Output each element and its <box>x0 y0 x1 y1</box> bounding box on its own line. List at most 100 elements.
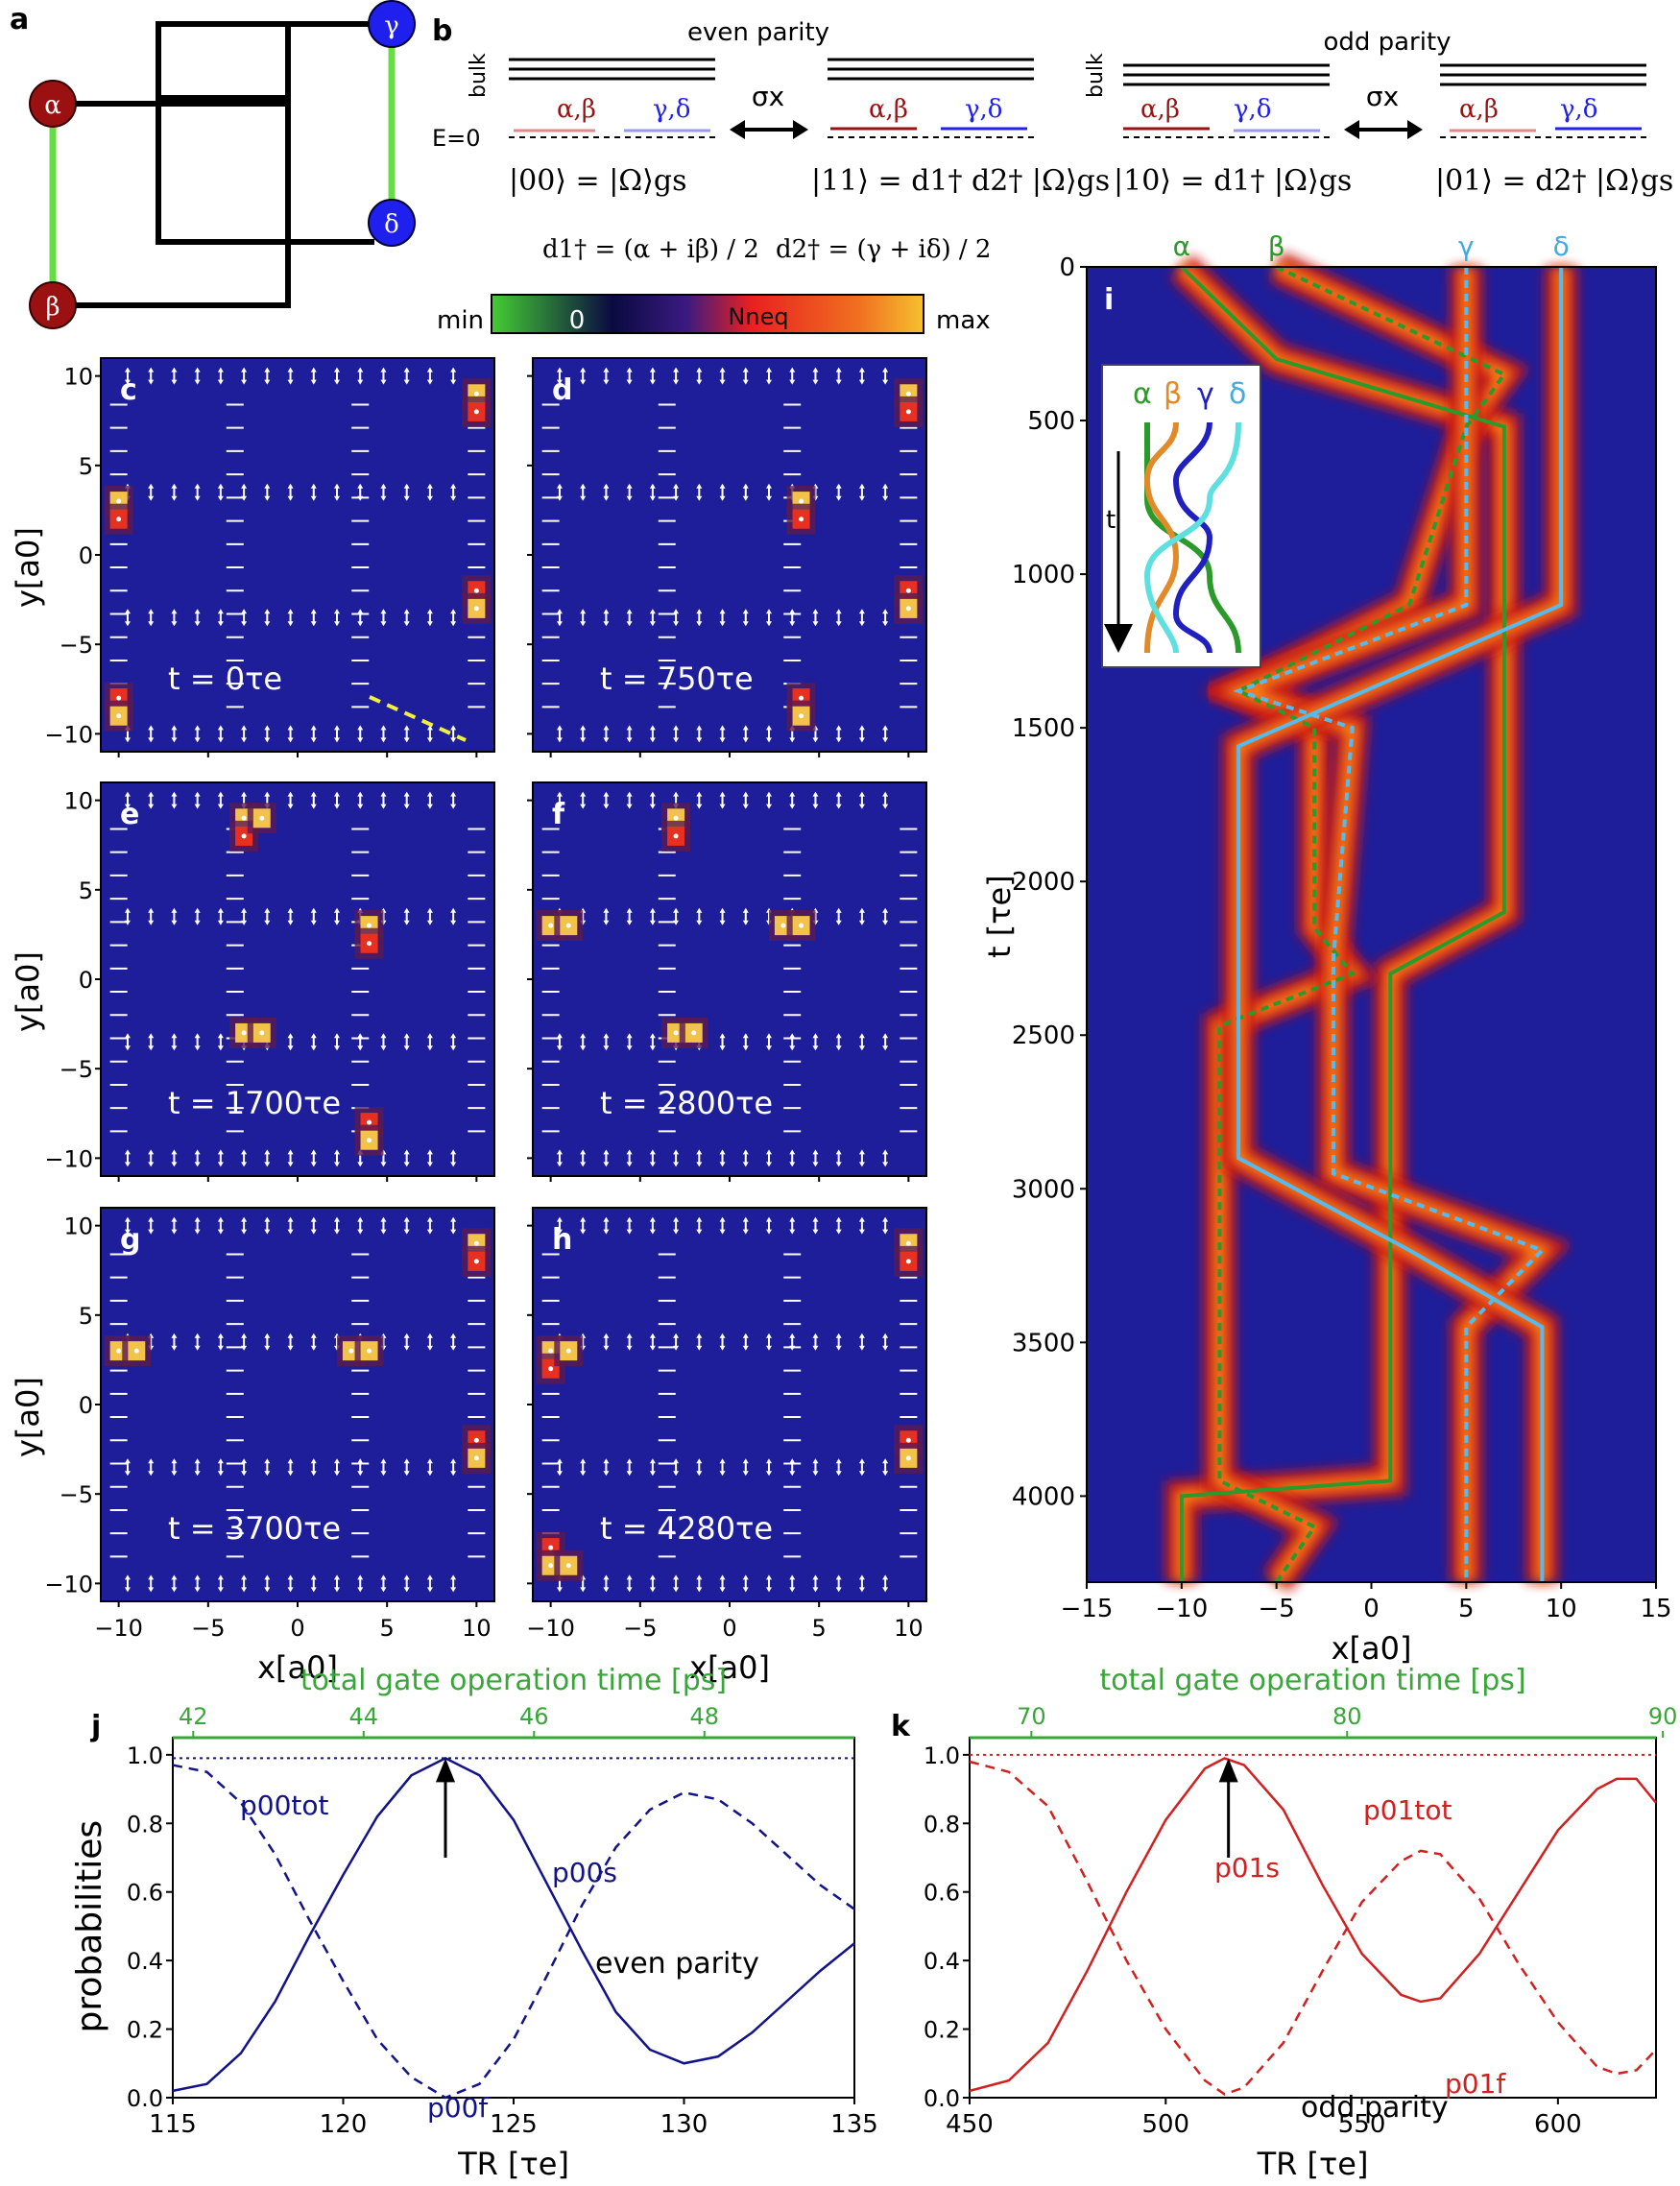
hot-dot <box>367 1348 372 1354</box>
snapshot-label-h: h <box>552 1223 572 1257</box>
vertical-arrowhead <box>812 1216 819 1235</box>
colorbar-zero: 0 <box>569 306 586 335</box>
hot-dot <box>116 695 122 701</box>
snapshot-panel-d: t = 750τe d <box>527 357 927 757</box>
vertical-arrowhead <box>556 1216 563 1235</box>
vertical-arrowhead <box>603 609 610 627</box>
snapshot-label-f: f <box>552 798 565 831</box>
vertical-arrowhead <box>148 609 155 627</box>
vertical-arrowhead <box>148 1149 155 1167</box>
vertical-arrowhead <box>696 483 703 501</box>
vertical-arrowhead <box>673 367 680 385</box>
vertical-arrowhead <box>742 1333 749 1351</box>
vertical-arrowhead <box>241 725 248 743</box>
snapshot-time-g: t = 3700τe <box>168 1510 341 1547</box>
vertical-arrowhead <box>171 1458 178 1477</box>
vertical-arrowhead <box>649 1458 656 1477</box>
vertical-arrowhead <box>580 1033 587 1051</box>
snapshot-xlabel: x[a0] <box>257 1649 338 1686</box>
vertical-arrowhead <box>287 367 294 385</box>
vertical-arrowhead <box>403 367 410 385</box>
i-xtick: 10 <box>1546 1595 1577 1623</box>
hot-dot <box>673 833 679 839</box>
vertical-arrowhead <box>171 907 178 925</box>
vertical-arrowhead <box>357 725 364 743</box>
vertical-arrowhead <box>580 791 587 809</box>
vertical-arrowhead <box>194 609 201 627</box>
vertical-arrowhead <box>450 1574 457 1593</box>
vertical-arrowhead <box>789 1574 796 1593</box>
vertical-arrowhead <box>696 907 703 925</box>
vertical-arrowhead <box>264 1216 271 1235</box>
vertical-arrowhead <box>626 791 633 809</box>
vertical-arrowhead <box>835 791 842 809</box>
snapshot-ytick: 5 <box>79 877 93 904</box>
vertical-arrowhead <box>719 367 726 385</box>
vertical-arrowhead <box>580 1458 587 1477</box>
i-ytick: 1500 <box>1012 714 1075 743</box>
hot-dot <box>799 713 804 719</box>
sigma-x-even: σx <box>730 81 808 139</box>
state-10: |10⟩ = d1† |Ω⟩gs <box>1114 164 1352 198</box>
chart-k-top-tick: 90 <box>1648 1703 1678 1730</box>
vertical-arrowhead <box>626 609 633 627</box>
vertical-arrowhead <box>148 1033 155 1051</box>
vertical-arrowhead <box>742 1574 749 1593</box>
chart-k-frame <box>969 1737 1657 2099</box>
vertical-arrowhead <box>835 1458 842 1477</box>
network-wire-2 <box>53 24 291 308</box>
vertical-arrowhead <box>194 1033 201 1051</box>
vertical-arrowhead <box>882 1574 889 1593</box>
vertical-arrowhead <box>194 791 201 809</box>
snapshot-ytick: 10 <box>63 788 93 815</box>
chart-j-ytick: 0.2 <box>127 2017 163 2044</box>
i-ytick: 2000 <box>1012 868 1075 897</box>
bulk-bands <box>509 58 1646 86</box>
vertical-arrowhead <box>835 1149 842 1167</box>
vertical-arrowhead <box>426 1574 433 1593</box>
vertical-arrowhead <box>241 1333 248 1351</box>
state-formulas: |00⟩ = |Ω⟩gs |11⟩ = d1† d2† |Ω⟩gs |10⟩ =… <box>509 164 1673 198</box>
vertical-arrowhead <box>171 1033 178 1051</box>
vertical-arrowhead <box>124 1149 131 1167</box>
snapshot-ytick: −10 <box>44 1571 93 1597</box>
vertical-arrowhead <box>403 1458 410 1477</box>
vertical-arrowhead <box>450 1216 457 1235</box>
vertical-arrowhead <box>719 483 726 501</box>
vertical-arrowhead <box>766 1333 772 1351</box>
snapshot-panel-c: t = 0τe c 10 5 0 −5 −10 y[a0] <box>10 357 495 757</box>
chart-j-xlabel: TR [τe] <box>457 2146 569 2182</box>
vertical-arrowhead <box>673 483 680 501</box>
snapshot-ytick: 10 <box>63 1213 93 1240</box>
vertical-arrowhead <box>766 367 772 385</box>
vertical-arrowhead <box>603 1458 610 1477</box>
vertical-arrowhead <box>812 1574 819 1593</box>
vertical-arrowhead <box>556 367 563 385</box>
i-xtick: −5 <box>1259 1595 1295 1623</box>
chart-j-ytick: 0.6 <box>127 1880 163 1907</box>
vertical-arrowhead <box>426 1149 433 1167</box>
vertical-arrowhead <box>217 1216 224 1235</box>
chart-k-ytick: 0.4 <box>924 1948 960 1975</box>
chart-j-series-p_f_00 <box>172 1764 855 2100</box>
chart-k-ytick: 0.0 <box>924 2085 960 2112</box>
vertical-arrowhead <box>858 1333 865 1351</box>
snapshot-ylabel: y[a0] <box>10 1377 46 1457</box>
vertical-arrowhead <box>148 907 155 925</box>
vertical-arrowhead <box>835 367 842 385</box>
vertical-arrowhead <box>310 609 317 627</box>
vertical-arrowhead <box>626 725 633 743</box>
panel-b-levels: b even parity odd parity bulk bulk E=0 α… <box>432 14 1673 264</box>
i-ylabel: t [τe] <box>981 875 1018 958</box>
node-gamma <box>368 0 416 48</box>
vertical-arrowhead <box>171 725 178 743</box>
vertical-arrowhead <box>742 367 749 385</box>
snapshot-panel-f: t = 2800τe f <box>527 781 927 1182</box>
vertical-arrowhead <box>287 725 294 743</box>
vertical-arrowhead <box>357 367 364 385</box>
vertical-arrowhead <box>403 1149 410 1167</box>
vertical-arrowhead <box>835 483 842 501</box>
vertical-arrowhead <box>310 1216 317 1235</box>
pair-ab-3: α,β <box>1140 95 1180 124</box>
hot-dot <box>565 1563 571 1569</box>
